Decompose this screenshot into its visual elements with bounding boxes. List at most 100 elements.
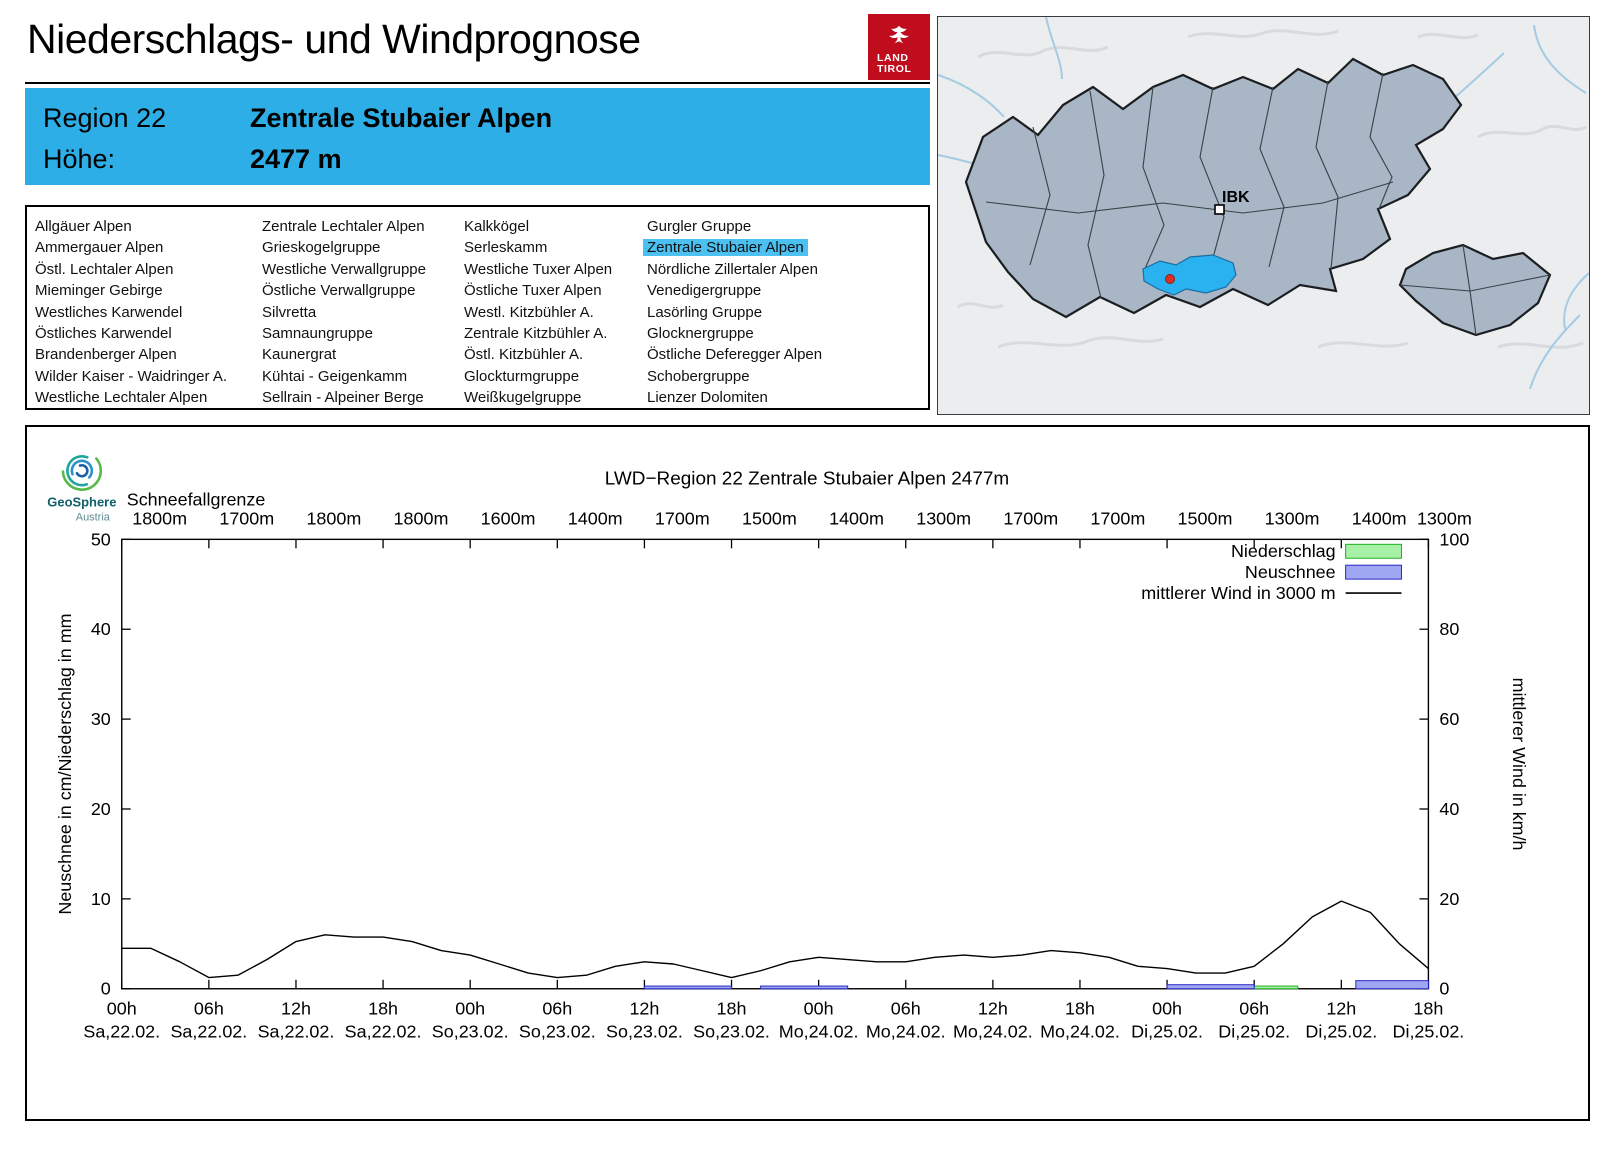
svg-text:1700m: 1700m — [655, 508, 710, 528]
svg-text:Sa,22.02.: Sa,22.02. — [83, 1021, 160, 1041]
page-title: Niederschlags- und Windprognose — [27, 16, 641, 62]
svg-text:50: 50 — [91, 529, 111, 549]
region-list-item[interactable]: Westl. Kitzbühler A. — [464, 303, 594, 321]
svg-text:So,23.02.: So,23.02. — [693, 1021, 770, 1041]
svg-text:0: 0 — [1439, 979, 1449, 999]
region-list-item[interactable]: Silvretta — [262, 303, 317, 321]
svg-text:06h: 06h — [1239, 999, 1269, 1019]
region-shapes — [964, 57, 1552, 337]
svg-text:00h: 00h — [1152, 999, 1182, 1019]
svg-text:18h: 18h — [717, 999, 747, 1019]
svg-text:1400m: 1400m — [1352, 508, 1407, 528]
region-list-item[interactable]: Zentrale Kitzbühler A. — [464, 325, 608, 343]
region-list-item[interactable]: Östl. Kitzbühler A. — [464, 346, 584, 364]
svg-text:Mo,24.02.: Mo,24.02. — [1040, 1021, 1120, 1041]
svg-text:20: 20 — [1439, 889, 1459, 909]
region-list-item[interactable]: Gurgler Gruppe — [647, 218, 752, 235]
svg-text:100: 100 — [1439, 529, 1469, 549]
region-list-item[interactable]: Weißkugelgruppe — [464, 389, 582, 407]
geosphere-logo: GeoSphere Austria — [47, 450, 116, 523]
svg-text:1600m: 1600m — [481, 508, 536, 528]
svg-text:1700m: 1700m — [219, 508, 274, 528]
region-list-item[interactable]: Lienzer Dolomiten — [647, 389, 768, 407]
svg-text:30: 30 — [91, 709, 111, 729]
region-list-item[interactable]: Östliche Tuxer Alpen — [464, 282, 602, 300]
svg-text:0: 0 — [101, 979, 111, 999]
district-borders — [985, 72, 1551, 336]
svg-text:1500m: 1500m — [742, 508, 797, 528]
svg-text:Niederschlag: Niederschlag — [1231, 541, 1336, 561]
height-label: Höhe: — [43, 144, 116, 174]
ibk-marker: IBK — [1214, 189, 1250, 215]
header-divider — [25, 82, 930, 84]
tirol-map[interactable]: IBK — [937, 16, 1590, 415]
svg-text:00h: 00h — [455, 999, 485, 1019]
region-name-value: Zentrale Stubaier Alpen — [250, 103, 553, 133]
svg-text:1300m: 1300m — [1265, 508, 1320, 528]
region-list-item[interactable]: Zentrale Stubaier Alpen — [643, 237, 822, 258]
snowline-label: Schneefallgrenze — [127, 490, 266, 510]
selected-region-shape[interactable] — [1142, 254, 1237, 296]
svg-text:40: 40 — [91, 619, 111, 639]
svg-text:So,23.02.: So,23.02. — [519, 1021, 596, 1041]
logo-text-land: LAND — [877, 52, 909, 64]
svg-text:00h: 00h — [804, 999, 834, 1019]
region-list-item[interactable]: Wilder Kaiser - Waidringer A. — [35, 367, 227, 385]
svg-text:1300m: 1300m — [1417, 508, 1472, 528]
region-list-item[interactable]: Mieminger Gebirge — [35, 282, 163, 300]
region-list-item[interactable]: Brandenberger Alpen — [35, 346, 177, 364]
region-list-item[interactable]: Venedigergruppe — [647, 282, 762, 300]
region-list-item[interactable]: Kühtai - Geigenkamm — [262, 367, 408, 385]
region-list-item[interactable]: Sellrain - Alpeiner Berge — [262, 389, 424, 407]
region-list-item[interactable]: Schobergruppe — [647, 367, 750, 385]
svg-text:1700m: 1700m — [1090, 508, 1145, 528]
region-list-item[interactable]: Glocknergruppe — [647, 325, 754, 343]
svg-text:12h: 12h — [978, 999, 1008, 1019]
svg-text:12h: 12h — [1326, 999, 1356, 1019]
svg-text:1400m: 1400m — [568, 508, 623, 528]
region-list-item[interactable]: Lasörling Gruppe — [647, 303, 763, 321]
region-number-label: Region 22 — [43, 103, 167, 133]
svg-text:Mo,24.02.: Mo,24.02. — [953, 1021, 1033, 1041]
svg-text:Mo,24.02.: Mo,24.02. — [866, 1021, 946, 1041]
region-list-item[interactable]: Westliche Verwallgruppe — [262, 260, 426, 278]
svg-text:Di,25.02.: Di,25.02. — [1393, 1021, 1465, 1041]
region-list-item[interactable]: Westliche Tuxer Alpen — [464, 260, 613, 278]
right-axis-label: mittlerer Wind in km/h — [1509, 678, 1529, 851]
left-axis-label: Neuschnee in cm/Niederschlag in mm — [55, 614, 75, 915]
svg-text:Di,25.02.: Di,25.02. — [1305, 1021, 1377, 1041]
region-list-item[interactable]: Zentrale Lechtaler Alpen — [262, 218, 425, 235]
geosphere-name: GeoSphere — [47, 495, 116, 510]
region-list-item[interactable]: Östliche Verwallgruppe — [262, 282, 416, 300]
region-list-item[interactable]: Östl. Lechtaler Alpen — [35, 260, 174, 278]
region-list-item[interactable]: Östliches Karwendel — [35, 325, 172, 343]
svg-text:18h: 18h — [1065, 999, 1095, 1019]
region-list-item[interactable]: Serleskamm — [464, 239, 548, 257]
height-value: 2477 m — [250, 144, 342, 174]
region-list-item[interactable]: Ammergauer Alpen — [35, 239, 164, 257]
svg-text:1300m: 1300m — [916, 508, 971, 528]
svg-text:1400m: 1400m — [829, 508, 884, 528]
land-tirol-logo: LAND TIROL — [868, 14, 930, 80]
svg-text:mittlerer Wind in 3000 m: mittlerer Wind in 3000 m — [1141, 583, 1335, 603]
region-list-item[interactable]: Kalkkögel — [464, 218, 530, 235]
region-list-item[interactable]: Östliche Deferegger Alpen — [647, 346, 823, 364]
region-list-item[interactable]: Westliches Karwendel — [35, 303, 183, 321]
region-list-item[interactable]: Glockturmgruppe — [464, 367, 580, 385]
svg-text:18h: 18h — [368, 999, 398, 1019]
svg-text:06h: 06h — [194, 999, 224, 1019]
tirol-logo-text: LAND TIROL — [868, 53, 930, 75]
svg-text:12h: 12h — [281, 999, 311, 1019]
region-list-item[interactable]: Westliche Lechtaler Alpen — [35, 389, 208, 407]
snowline-values: 1800m 1700m 1800m 1800m 1600m 1400m 1700m 1500m… — [132, 508, 1472, 528]
svg-text:Sa,22.02.: Sa,22.02. — [170, 1021, 247, 1041]
region-list-item[interactable]: Grieskogelgruppe — [262, 239, 381, 257]
chart-title: LWD−Region 22 Zentrale Stubaier Alpen 24… — [605, 469, 1009, 490]
region-list-item[interactable]: Allgäuer Alpen — [35, 218, 132, 235]
region-list-item[interactable]: Kaunergrat — [262, 346, 337, 364]
region-list-item[interactable]: Nördliche Zillertaler Alpen — [647, 260, 818, 278]
svg-text:10: 10 — [91, 889, 111, 909]
wind-line — [121, 900, 1429, 979]
svg-text:So,23.02.: So,23.02. — [432, 1021, 509, 1041]
region-list-item[interactable]: Samnaungruppe — [262, 325, 373, 343]
